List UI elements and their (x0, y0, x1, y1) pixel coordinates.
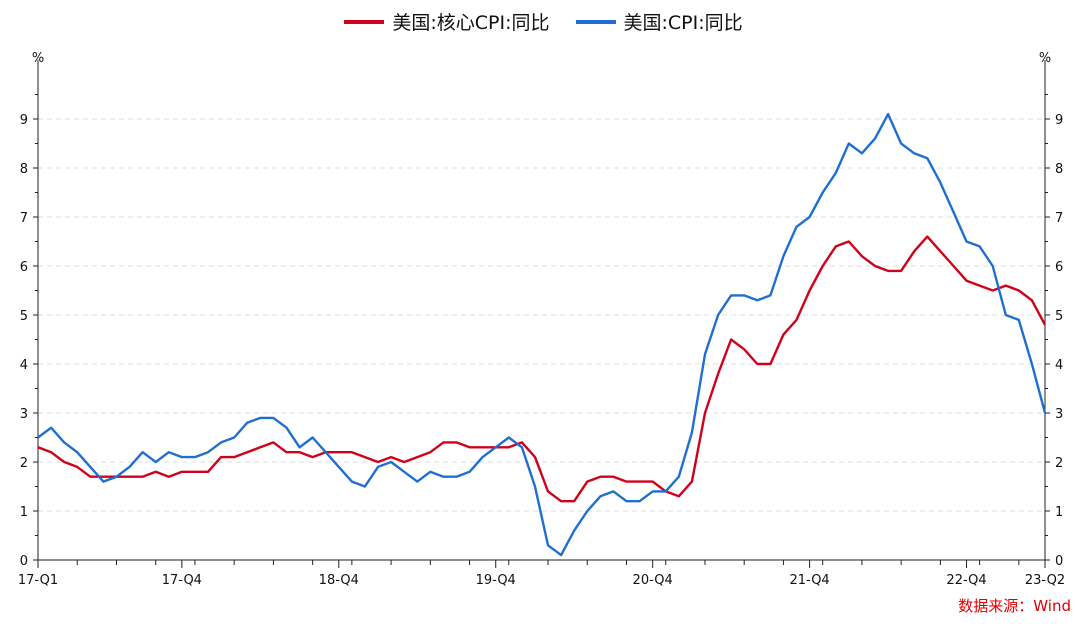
ytick-label-right-2: 2 (1055, 456, 1063, 471)
xtick-label-22-Q4: 22-Q4 (946, 573, 986, 588)
ytick-label-right-0: 0 (1055, 554, 1063, 569)
xtick-label-23-Q2: 23-Q2 (1025, 573, 1065, 588)
xtick-label-21-Q4: 21-Q4 (789, 573, 829, 588)
xtick-label-19-Q4: 19-Q4 (476, 573, 516, 588)
legend-item-cpi: 美国:CPI:同比 (575, 8, 743, 35)
chart-legend: 美国:核心CPI:同比 美国:CPI:同比 (0, 8, 1087, 35)
ytick-label-left-5: 5 (20, 309, 28, 324)
legend-label-core-cpi: 美国:核心CPI:同比 (392, 12, 550, 34)
ytick-label-left-6: 6 (20, 260, 28, 275)
legend-swatch-core-cpi (344, 19, 385, 24)
ytick-label-right-6: 6 (1055, 260, 1063, 275)
source-note: 数据来源：Wind (958, 597, 1071, 615)
ytick-label-right-4: 4 (1055, 358, 1063, 373)
ytick-label-right-8: 8 (1055, 162, 1063, 177)
xtick-label-17-Q4: 17-Q4 (162, 573, 202, 588)
ytick-label-right-1: 1 (1055, 505, 1063, 520)
y-unit-right: % (1039, 51, 1051, 66)
ytick-label-left-7: 7 (20, 211, 28, 226)
ytick-label-left-1: 1 (20, 505, 28, 520)
xtick-label-20-Q4: 20-Q4 (633, 573, 673, 588)
xtick-label-17-Q1: 17-Q1 (18, 573, 58, 588)
ytick-label-right-9: 9 (1055, 113, 1063, 128)
ytick-label-left-9: 9 (20, 113, 28, 128)
ytick-label-left-4: 4 (20, 358, 28, 373)
series-line-0 (37, 235, 1047, 503)
ytick-label-left-3: 3 (20, 407, 28, 422)
ytick-label-right-7: 7 (1055, 211, 1063, 226)
legend-label-cpi: 美国:CPI:同比 (623, 12, 743, 34)
ytick-label-left-8: 8 (20, 162, 28, 177)
legend-swatch-cpi (575, 19, 616, 24)
ytick-label-left-2: 2 (20, 456, 28, 471)
ytick-label-left-0: 0 (20, 554, 28, 569)
xtick-label-18-Q4: 18-Q4 (319, 573, 359, 588)
y-unit-left: % (32, 51, 44, 66)
series-line-1 (37, 112, 1047, 557)
ytick-label-right-5: 5 (1055, 309, 1063, 324)
legend-item-core-cpi: 美国:核心CPI:同比 (344, 8, 550, 35)
ytick-label-right-3: 3 (1055, 407, 1063, 422)
